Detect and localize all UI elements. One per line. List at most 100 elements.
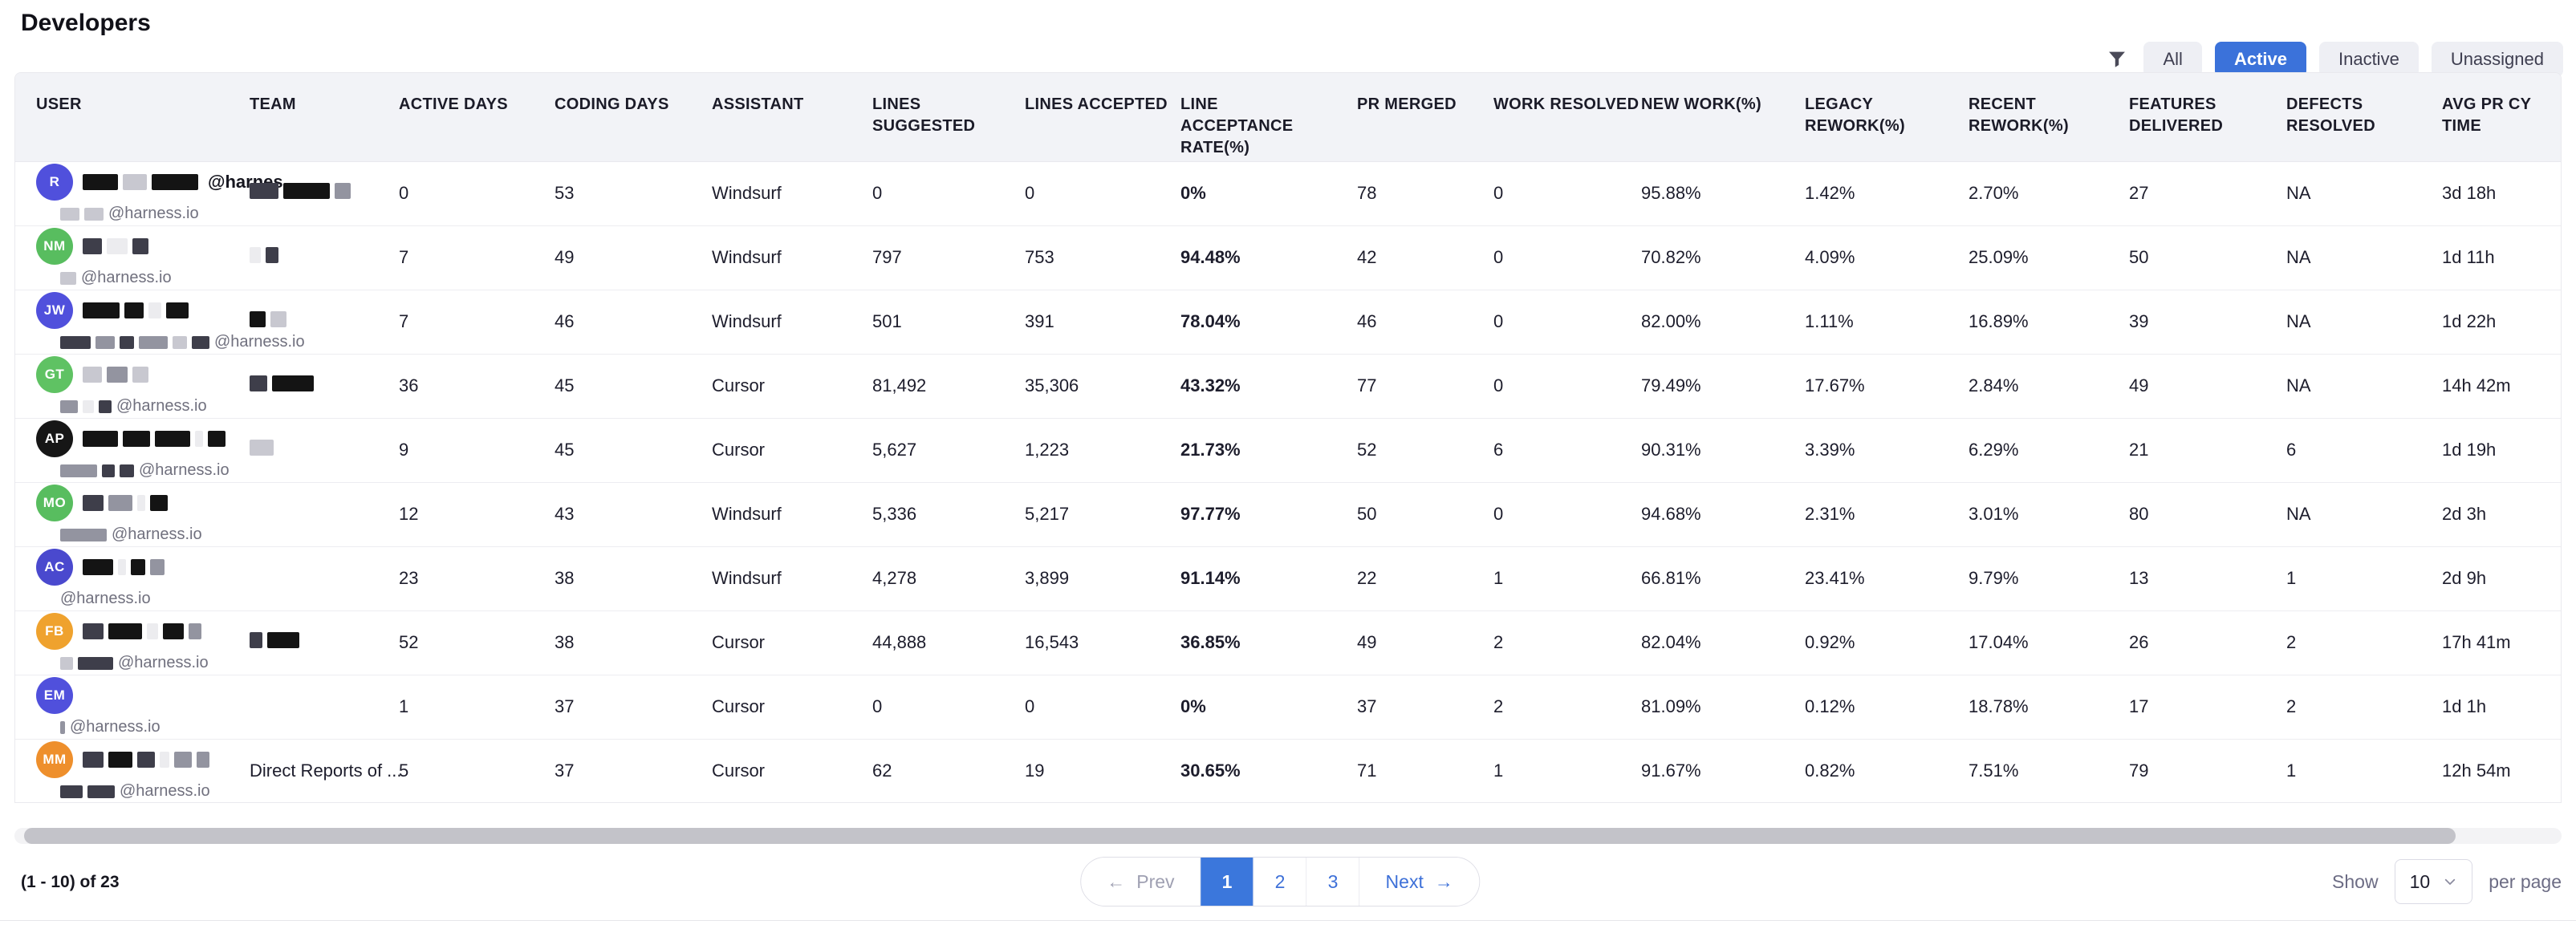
redaction-block (60, 720, 65, 734)
prev-page-button[interactable]: ← Prev (1081, 858, 1201, 906)
cell-pr_merged: 49 (1357, 610, 1493, 675)
redaction-block (83, 559, 113, 575)
cell-pr_merged: 46 (1357, 289, 1493, 354)
cell-active_days: 7 (399, 225, 555, 290)
redaction-block (84, 207, 104, 221)
redaction-block (99, 399, 112, 413)
next-page-button[interactable]: Next → (1359, 858, 1479, 906)
user-email: @harness.io (70, 718, 160, 736)
cell-new_work: 66.81% (1641, 546, 1805, 610)
table-row[interactable]: AP @harness.io 9 45 Cursor 5,627 1,223 21.73% 52… (15, 417, 2561, 482)
column-header-label: TEAM (250, 95, 296, 113)
funnel-icon (2109, 51, 2126, 67)
user-email: @harness.io (112, 525, 202, 543)
cell-active_days: 9 (399, 417, 555, 482)
cell-user: AC @harness.io (15, 546, 250, 610)
cell-lines_accepted: 0 (1025, 674, 1180, 739)
table-row[interactable]: MO @harness.io 12 43 Windsurf 5,336 5,217 97.77… (15, 481, 2561, 546)
cell-features: 80 (2129, 481, 2286, 546)
cell-legacy_rework: 3.39% (1805, 417, 1969, 482)
cell-lines_suggested: 44,888 (872, 610, 1025, 675)
redaction-block (283, 183, 330, 199)
page-size-select[interactable]: 10 (2394, 859, 2473, 904)
filter-button-unassigned[interactable]: Unassigned (2431, 42, 2563, 77)
cell-work_resolved: 0 (1493, 160, 1641, 225)
cell-work_resolved: 6 (1493, 417, 1641, 482)
filter-toolbar: All Active Inactive Unassigned (2105, 42, 2563, 77)
cell-team (250, 546, 399, 610)
table-row[interactable]: R @harnes... @harness.io 0 53 Windsurf 0 0 0% 78 0… (15, 160, 2561, 225)
column-header-label: USER (36, 95, 82, 113)
redaction-block (87, 785, 115, 798)
redaction-block (123, 174, 147, 190)
cell-coding_days: 46 (555, 289, 712, 354)
cell-team (250, 225, 399, 290)
team-name: Direct Reports of ... (250, 760, 402, 781)
table-row[interactable]: FB @harness.io 52 38 Cursor 44,888 16,543 36.85… (15, 610, 2561, 675)
cell-work_resolved: 0 (1493, 225, 1641, 290)
page-title: Developers (21, 10, 151, 36)
horizontal-scrollbar[interactable] (14, 828, 2562, 844)
cell-defects: NA (2286, 225, 2442, 290)
cell-lines_suggested: 797 (872, 225, 1025, 290)
cell-pr_merged: 50 (1357, 481, 1493, 546)
table-row[interactable]: JW @harness.io 7 46 Windsurf 501 391 78.04% 46 0 8… (15, 289, 2561, 354)
user-email: @harness.io (214, 333, 305, 351)
user-email: @harness.io (60, 590, 151, 607)
filter-button-inactive[interactable]: Inactive (2318, 42, 2419, 77)
filter-button-active[interactable]: Active (2214, 42, 2306, 77)
cell-recent_rework: 18.78% (1969, 674, 2129, 739)
cell-pr_merged: 42 (1357, 225, 1493, 290)
column-header-label: NEW WORK(%) (1641, 95, 1761, 113)
cell-recent_rework: 2.70% (1969, 160, 2129, 225)
redaction-block (60, 785, 83, 798)
column-header-label: LINE ACCEPTANCE RATE(%) (1180, 95, 1294, 156)
scrollbar-thumb[interactable] (24, 828, 2456, 844)
redaction-block (60, 207, 79, 221)
redaction-block (107, 367, 128, 383)
redaction-block (173, 335, 187, 349)
redaction-block (60, 464, 97, 477)
cell-team (250, 289, 399, 354)
cell-team (250, 353, 399, 418)
cell-active_days: 23 (399, 546, 555, 610)
avatar: MO (36, 485, 73, 521)
redaction-block (60, 335, 91, 349)
cell-defects: 1 (2286, 738, 2442, 802)
table-row[interactable]: AC @harness.io 23 38 Windsurf 4,278 3,899 91.14… (15, 546, 2561, 610)
column-header-team: TEAM (250, 73, 399, 161)
user-email: @harness.io (108, 205, 199, 222)
column-header-label: DEFECTS RESOLVED (2286, 95, 2375, 135)
redaction-block (137, 495, 145, 511)
page-button-3[interactable]: 3 (1306, 858, 1360, 906)
chevron-down-icon (2445, 878, 2456, 885)
cell-coding_days: 53 (555, 160, 712, 225)
filter-button-all[interactable]: All (2143, 42, 2202, 77)
cell-assistant: Cursor (712, 610, 872, 675)
cell-legacy_rework: 0.82% (1805, 738, 1969, 802)
redaction-block (60, 528, 107, 541)
table-row[interactable]: MM @harness.io Direct Reports of ... 5 37 Cur… (15, 738, 2561, 802)
cell-assistant: Windsurf (712, 546, 872, 610)
cell-avg_pr_cycle: 2d 3h (2442, 481, 2561, 546)
cell-work_resolved: 2 (1493, 610, 1641, 675)
cell-recent_rework: 7.51% (1969, 738, 2129, 802)
cell-avg_pr_cycle: 1d 11h (2442, 225, 2561, 290)
cell-recent_rework: 25.09% (1969, 225, 2129, 290)
cell-work_resolved: 0 (1493, 481, 1641, 546)
page-button-2[interactable]: 2 (1253, 858, 1307, 906)
cell-assistant: Windsurf (712, 481, 872, 546)
table-row[interactable]: EM @harness.io 1 37 Cursor 0 0 0% 37 2 81.09% 0.12%… (15, 674, 2561, 739)
cell-features: 79 (2129, 738, 2286, 802)
table-row[interactable]: GT @harness.io 36 45 Cursor 81,492 35,306 43.32… (15, 353, 2561, 418)
cell-acceptance: 78.04% (1180, 289, 1357, 354)
redaction-block (123, 431, 150, 447)
filter-icon[interactable] (2105, 47, 2129, 71)
redacted-text (250, 311, 286, 327)
table-row[interactable]: NM @harness.io 7 49 Windsurf 797 753 94.48% 42 0 7… (15, 225, 2561, 290)
page-button-1[interactable]: 1 (1201, 858, 1254, 906)
cell-legacy_rework: 1.42% (1805, 160, 1969, 225)
cell-lines_suggested: 62 (872, 738, 1025, 802)
redaction-block (192, 335, 209, 349)
